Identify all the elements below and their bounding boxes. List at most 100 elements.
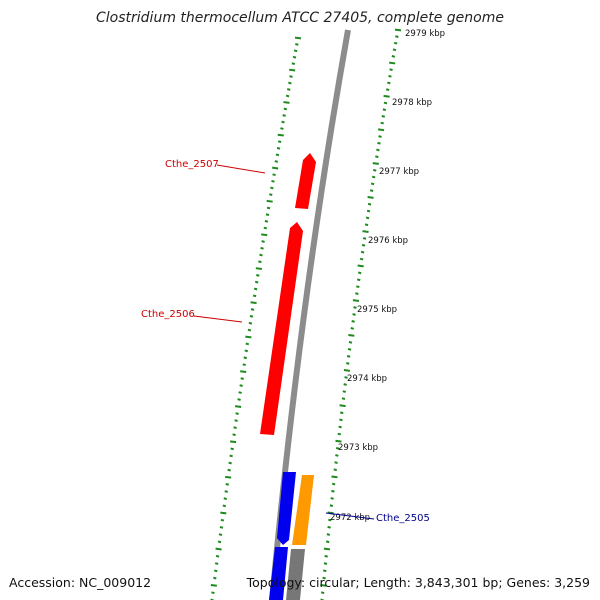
scale-tick bbox=[283, 101, 290, 104]
scale-tick bbox=[338, 425, 342, 429]
scale-tick bbox=[395, 35, 399, 38]
scale-tick bbox=[391, 55, 396, 58]
feature-blue-1[interactable] bbox=[277, 472, 296, 545]
scale-tick bbox=[276, 146, 281, 150]
scale-tick bbox=[234, 405, 242, 408]
scale-label-2974: 2974 kbp bbox=[347, 374, 387, 384]
scale-tick bbox=[389, 61, 396, 65]
scale-tick bbox=[229, 454, 233, 458]
gene-cthe-2506-leader bbox=[193, 315, 243, 323]
scale-tick bbox=[240, 377, 244, 380]
scale-tick bbox=[342, 390, 347, 393]
scale-tick bbox=[331, 475, 338, 479]
scale-tick bbox=[383, 94, 390, 98]
scale-tick bbox=[293, 49, 298, 53]
scale-tick bbox=[394, 28, 402, 32]
scale-tick bbox=[346, 355, 351, 358]
scale-tick bbox=[353, 306, 357, 309]
scale-tick bbox=[348, 341, 353, 344]
scale-tick bbox=[244, 349, 249, 353]
scale-tick bbox=[277, 133, 284, 137]
gene-cthe-2507[interactable] bbox=[295, 153, 316, 209]
scale-tick bbox=[377, 128, 385, 132]
scale-tick bbox=[224, 490, 228, 493]
scale-tick bbox=[213, 576, 217, 580]
scale-tick bbox=[249, 314, 254, 318]
scale-tick bbox=[282, 114, 286, 117]
gene-cthe-2506[interactable] bbox=[260, 222, 303, 435]
scale-tick bbox=[275, 153, 280, 157]
scale-tick bbox=[369, 189, 374, 192]
scale-tick bbox=[325, 540, 330, 544]
scale-tick bbox=[320, 583, 327, 587]
gene-cthe-2507-leader bbox=[216, 164, 266, 174]
scale-label-2973: 2973 kbp bbox=[338, 443, 378, 453]
gene-cthe-2505-label: Cthe_2505 bbox=[376, 513, 430, 524]
scale-tick bbox=[232, 433, 236, 437]
scale-tick bbox=[210, 583, 217, 587]
scale-tick bbox=[339, 418, 343, 422]
scale-label-2975: 2975 kbp bbox=[357, 305, 397, 315]
scale-tick bbox=[215, 554, 220, 558]
scale-tick bbox=[264, 219, 269, 223]
scale-tick bbox=[330, 497, 334, 500]
scale-tick bbox=[352, 313, 356, 316]
scale-tick bbox=[331, 482, 336, 486]
scale-tick bbox=[341, 397, 346, 400]
scale-tick bbox=[346, 362, 350, 365]
scale-tick bbox=[357, 264, 364, 268]
scale-tick bbox=[370, 182, 375, 186]
scale-tick bbox=[381, 114, 386, 118]
scale-tick bbox=[344, 376, 348, 379]
scale-tick bbox=[340, 411, 344, 415]
scale-tick bbox=[348, 333, 355, 337]
scale-tick bbox=[245, 335, 252, 339]
scale-tick bbox=[256, 274, 260, 277]
scale-tick bbox=[269, 193, 273, 196]
gene-cthe-2505[interactable] bbox=[292, 475, 314, 545]
scale-tick bbox=[237, 398, 241, 401]
scale-tick bbox=[291, 62, 296, 66]
scale-tick bbox=[235, 412, 239, 415]
scale-tick bbox=[220, 518, 225, 522]
scale-tick bbox=[355, 292, 359, 295]
scale-tick bbox=[294, 36, 302, 40]
scale-tick bbox=[352, 299, 360, 302]
scale-tick bbox=[228, 461, 232, 465]
scale-tick bbox=[323, 547, 331, 551]
scale-tick bbox=[211, 591, 215, 595]
gene-cthe-2505-leader bbox=[325, 512, 375, 520]
scale-tick bbox=[383, 101, 388, 105]
scale-tick bbox=[292, 55, 297, 59]
scale-label-2976: 2976 kbp bbox=[368, 236, 408, 246]
feature-blue-2[interactable] bbox=[269, 547, 288, 600]
scale-tick bbox=[372, 162, 379, 165]
scale-tick bbox=[365, 216, 370, 220]
scale-tick bbox=[240, 370, 247, 374]
scale-tick bbox=[335, 446, 340, 450]
scale-tick bbox=[289, 75, 293, 78]
scale-tick bbox=[218, 533, 223, 536]
scale-tick bbox=[327, 511, 334, 515]
scale-tick bbox=[327, 525, 331, 529]
scale-tick bbox=[392, 48, 397, 52]
scale-tick bbox=[323, 562, 328, 565]
feature-gray[interactable] bbox=[286, 549, 305, 600]
scale-tick bbox=[283, 107, 288, 111]
scale-tick bbox=[359, 257, 364, 261]
scale-tick bbox=[361, 243, 366, 247]
scale-tick bbox=[215, 547, 222, 551]
scale-tick bbox=[334, 461, 338, 464]
scale-tick bbox=[343, 369, 351, 372]
scale-tick bbox=[230, 447, 234, 451]
scale-tick bbox=[333, 468, 338, 472]
scale-tick bbox=[326, 533, 331, 536]
scale-tick bbox=[272, 166, 279, 170]
scale-tick bbox=[271, 179, 275, 183]
scale-tick bbox=[380, 121, 384, 125]
scale-tick bbox=[263, 226, 268, 230]
scale-tick bbox=[227, 468, 231, 472]
scale-tick bbox=[289, 68, 296, 72]
scale-tick bbox=[270, 186, 274, 190]
